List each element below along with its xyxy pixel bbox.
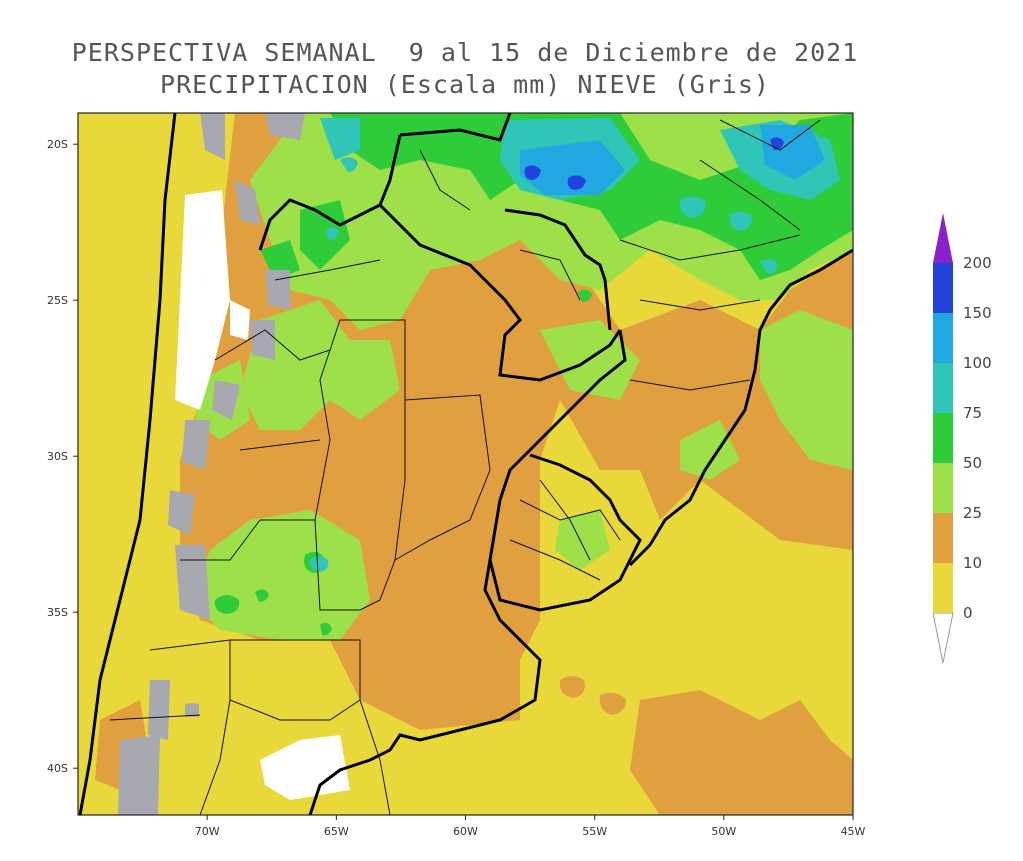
map-subtitle: PRECIPITACION (Escala mm) NIEVE (Gris) [160, 70, 770, 99]
map-axes: 70W 65W 60W 55W 50W 45W 20S 25S 30S 35S 40S [47, 138, 866, 838]
y-tick-label: 25S [47, 294, 68, 307]
legend-swatch [933, 313, 953, 363]
x-tick-label: 45W [841, 825, 866, 838]
legend-swatch [933, 263, 953, 313]
x-tick-label: 55W [582, 825, 607, 838]
x-tick-label: 70W [195, 825, 220, 838]
legend-label: 75 [963, 404, 982, 422]
y-tick-label: 20S [47, 138, 68, 151]
x-tick-label: 65W [324, 825, 349, 838]
legend-label: 50 [963, 454, 982, 472]
legend-swatch [933, 563, 953, 613]
legend-label: 200 [963, 254, 992, 272]
legend-swatch [933, 463, 953, 513]
legend-swatch [933, 513, 953, 563]
legend-label: 100 [963, 354, 992, 372]
legend-over-triangle [933, 213, 953, 263]
x-tick-label: 50W [711, 825, 736, 838]
y-tick-label: 40S [47, 762, 68, 775]
legend-label: 0 [963, 604, 973, 622]
map-title: PERSPECTIVA SEMANAL 9 al 15 de Diciembre… [71, 38, 859, 67]
y-tick-label: 35S [47, 606, 68, 619]
no-precip-areas [175, 190, 350, 800]
province-borders [109, 119, 821, 815]
precipitation-legend: 0 10 25 50 75 100 150 200 [932, 213, 992, 664]
legend-swatch [933, 363, 953, 413]
legend-label: 25 [963, 504, 982, 522]
legend-under-triangle [932, 612, 954, 664]
x-tick-label: 60W [453, 825, 478, 838]
snow-areas [118, 113, 305, 815]
legend-label: 10 [963, 554, 982, 572]
y-tick-label: 30S [47, 450, 68, 463]
legend-label: 150 [963, 304, 992, 322]
country-borders [78, 113, 853, 815]
legend-swatch [933, 413, 953, 463]
